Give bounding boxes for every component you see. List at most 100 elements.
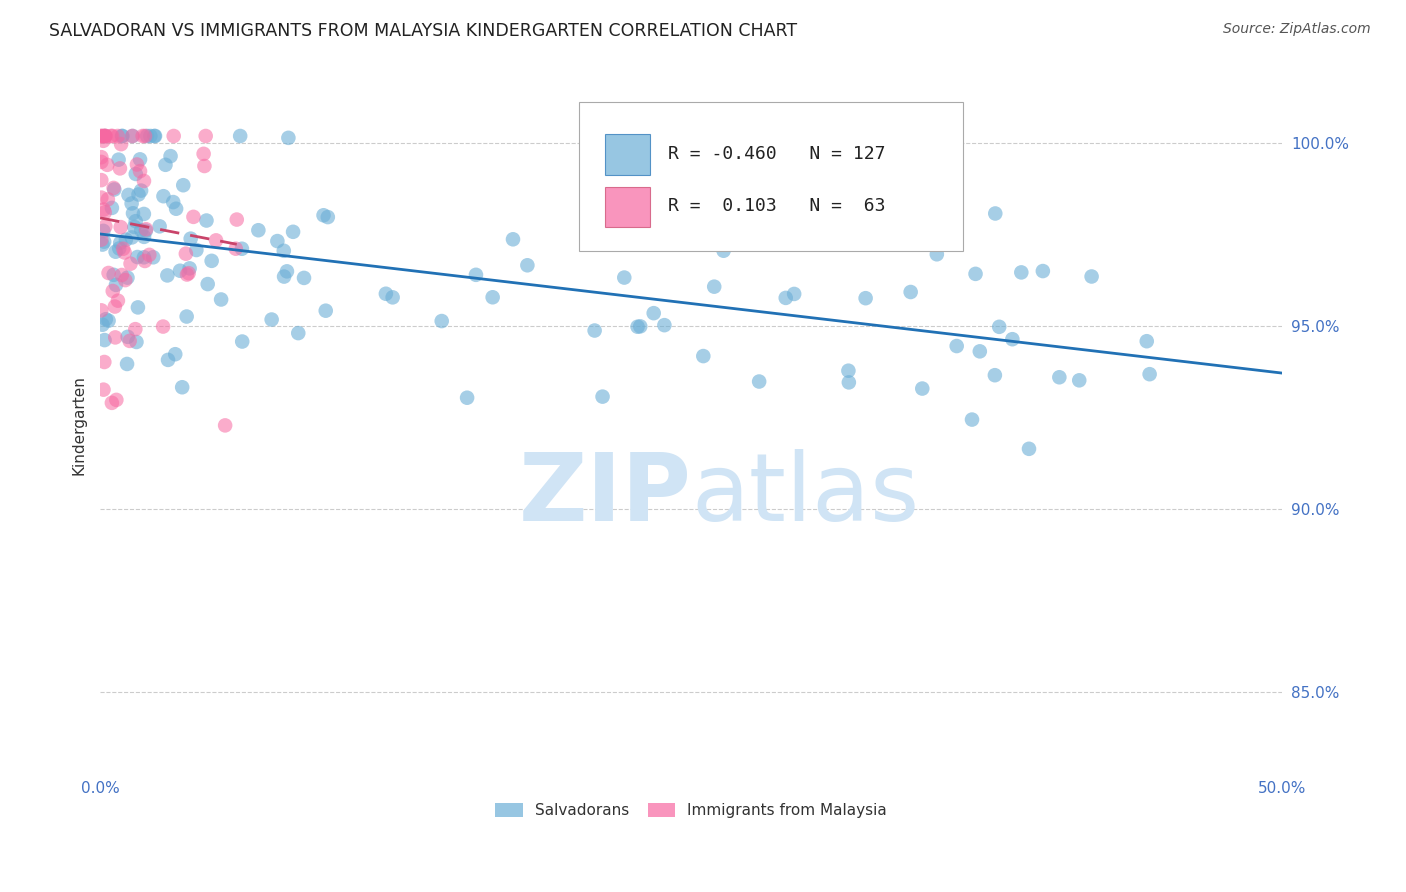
Point [748, 375, 770, 389]
Point [132, 174, 155, 188]
Point [276, 264, 298, 278]
Point [93, 333, 115, 347]
Point [194, 128, 217, 143]
Point [143, 128, 166, 143]
Point [260, 312, 283, 326]
Point [583, 324, 606, 338]
Text: R = -0.460   N = 127: R = -0.460 N = 127 [668, 145, 886, 163]
FancyBboxPatch shape [605, 186, 650, 227]
Point [90, 173, 112, 187]
Point [103, 268, 125, 282]
FancyBboxPatch shape [579, 102, 963, 252]
Point [96, 158, 118, 172]
Point [277, 131, 299, 145]
Point [103, 181, 125, 195]
Point [247, 223, 270, 237]
Point [1139, 367, 1161, 381]
Point [127, 301, 149, 315]
Point [172, 380, 194, 394]
Point [90, 303, 112, 318]
FancyBboxPatch shape [605, 135, 650, 175]
Point [91, 134, 114, 148]
Point [925, 247, 948, 261]
Point [121, 128, 143, 143]
Point [292, 271, 315, 285]
Point [855, 291, 877, 305]
Point [101, 284, 124, 298]
Point [91, 128, 114, 143]
Point [125, 214, 148, 228]
Point [176, 268, 198, 282]
Point [456, 391, 478, 405]
Point [502, 232, 524, 246]
Point [127, 250, 149, 264]
Point [988, 319, 1011, 334]
Point [783, 287, 806, 301]
Point [97, 192, 120, 206]
Point [122, 219, 145, 234]
Point [111, 128, 134, 143]
Point [129, 164, 152, 178]
Point [132, 230, 155, 244]
Point [713, 244, 735, 258]
Point [108, 242, 131, 256]
Point [229, 128, 252, 143]
Point [692, 349, 714, 363]
Point [225, 212, 247, 227]
Point [117, 330, 139, 344]
Point [157, 352, 180, 367]
Point [120, 257, 142, 271]
Point [111, 128, 134, 143]
Point [93, 355, 115, 369]
Point [209, 293, 232, 307]
Point [94, 128, 117, 143]
Point [97, 266, 120, 280]
Point [315, 303, 337, 318]
Point [205, 233, 228, 247]
Point [90, 233, 112, 247]
Point [179, 261, 201, 276]
Point [90, 191, 112, 205]
Point [231, 242, 253, 256]
Point [225, 242, 247, 256]
Point [430, 314, 453, 328]
Point [104, 277, 127, 292]
Point [214, 418, 236, 433]
Point [138, 248, 160, 262]
Point [1032, 264, 1054, 278]
Point [101, 128, 124, 143]
Point [100, 128, 122, 143]
Point [186, 243, 208, 257]
Point [312, 208, 335, 222]
Point [90, 150, 112, 164]
Point [132, 250, 155, 264]
Point [107, 153, 129, 167]
Point [125, 334, 148, 349]
Point [183, 210, 205, 224]
Point [91, 237, 114, 252]
Point [1069, 373, 1091, 387]
Point [94, 312, 117, 326]
Point [90, 128, 112, 143]
Point [165, 202, 187, 216]
Point [121, 128, 143, 143]
Point [273, 269, 295, 284]
Point [122, 206, 145, 220]
Point [105, 392, 128, 407]
Point [143, 128, 166, 143]
Point [775, 291, 797, 305]
Point [94, 219, 117, 234]
Point [93, 224, 115, 238]
Point [94, 128, 117, 143]
Point [945, 339, 967, 353]
Point [465, 268, 488, 282]
Point [114, 245, 136, 260]
Point [193, 146, 215, 161]
Point [201, 253, 224, 268]
Point [124, 322, 146, 336]
Point [1047, 370, 1070, 384]
Point [90, 128, 112, 143]
Point [381, 290, 404, 304]
Point [155, 158, 177, 172]
Point [984, 368, 1007, 383]
